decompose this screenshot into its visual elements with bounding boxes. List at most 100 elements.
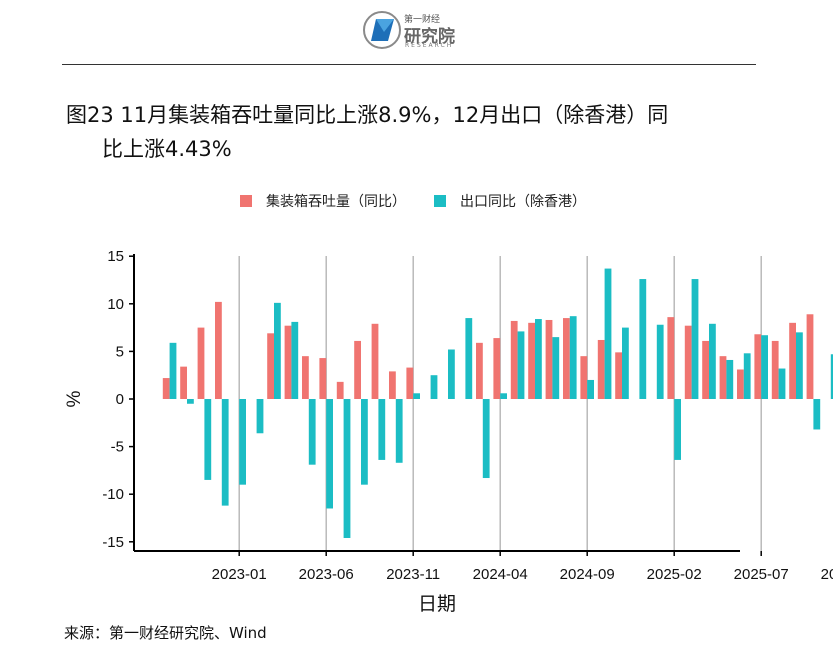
source-note: 来源：第一财经研究院、Wind — [64, 624, 267, 642]
legend-item-series2: 出口同比（除香港） — [434, 191, 586, 211]
x-tick-label: 2023-11 — [386, 566, 440, 583]
bar-throughput-2025-03 — [684, 325, 692, 399]
bar-throughput-2024-03 — [476, 342, 483, 399]
bar-export-2024-04 — [500, 393, 507, 399]
bar-export-2022-11 — [204, 399, 212, 480]
bar-throughput-2025-08 — [771, 340, 779, 399]
bar-export-2025-05 — [726, 359, 734, 399]
bar-export-2024-06 — [535, 319, 542, 399]
x-tick-label: 2024-04 — [473, 566, 528, 583]
bar-throughput-2025-07 — [754, 334, 762, 399]
bar-throughput-2025-04 — [702, 340, 709, 399]
logo-emblem-icon — [363, 11, 401, 49]
bar-export-2022-09 — [169, 342, 177, 399]
bar-throughput-2022-09 — [162, 378, 170, 399]
bar-throughput-2024-08 — [563, 318, 570, 399]
bar-throughput-2022-11 — [197, 327, 205, 399]
bar-throughput-2023-05 — [302, 356, 309, 399]
bar-throughput-2024-06 — [528, 322, 535, 399]
bar-export-2023-10 — [395, 399, 403, 463]
bar-throughput-2022-12 — [215, 301, 222, 399]
bar-export-2025-08 — [778, 368, 786, 399]
bar-export-2023-12 — [430, 375, 438, 399]
bar-export-2024-11 — [622, 327, 629, 399]
logo-sub-text: RESEARCH — [405, 42, 454, 49]
bar-export-2024-01 — [448, 349, 455, 399]
bar-throughput-2025-10 — [806, 314, 814, 399]
x-tick-label: 2023-06 — [299, 566, 354, 583]
y-tick-label: -15 — [102, 534, 124, 551]
bar-export-2024-08 — [569, 316, 577, 399]
bar-export-2023-03 — [274, 302, 281, 399]
title-line-1: 图23 11月集装箱吞吐量同比上涨8.9%，12月出口（除香港）同 — [66, 103, 669, 127]
legend-swatch-series1 — [240, 195, 252, 207]
chart-title: 图23 11月集装箱吞吐量同比上涨8.9%，12月出口（除香港）同 比上涨4.4… — [66, 98, 766, 166]
y-tick-label: 15 — [107, 248, 124, 265]
y-tick-label: 0 — [116, 391, 124, 408]
bar-export-2023-04 — [291, 321, 299, 399]
bar-throughput-2024-09 — [580, 356, 588, 399]
bar-throughput-2023-09 — [371, 323, 379, 399]
bar-export-2024-12 — [639, 279, 647, 399]
bar-export-2023-06 — [326, 399, 333, 509]
research-logo: 第一财经 研究院 RESEARCH — [362, 8, 472, 52]
x-tick-label: 2025-07 — [734, 566, 789, 583]
bar-throughput-2025-06 — [737, 369, 744, 399]
x-axis-title: 日期 — [418, 593, 456, 615]
bar-export-2024-05 — [517, 331, 525, 399]
x-tick-label: 2025-02 — [647, 566, 702, 583]
bar-throughput-2023-08 — [354, 340, 361, 399]
bar-export-2023-11 — [413, 393, 420, 399]
legend-item-series1: 集装箱吞吐量（同比） — [240, 191, 406, 211]
bar-export-2023-02 — [256, 399, 264, 434]
bar-export-2024-07 — [552, 337, 560, 399]
bar-export-2025-09 — [796, 332, 803, 399]
bar-export-2025-03 — [691, 279, 699, 399]
y-tick-label: 10 — [107, 296, 124, 313]
y-tick-label: -10 — [102, 486, 124, 503]
bar-export-2025-04 — [709, 323, 716, 399]
bar-throughput-2022-10 — [180, 366, 187, 399]
bar-throughput-2024-05 — [510, 320, 518, 399]
bar-throughput-2023-03 — [267, 333, 274, 399]
bar-throughput-2023-04 — [284, 325, 292, 399]
bar-export-2025-02 — [674, 399, 681, 460]
bar-export-2023-01 — [239, 399, 246, 485]
title-line-2: 比上涨4.43% — [102, 137, 232, 161]
chart-legend: 集装箱吞吐量（同比） 出口同比（除香港） — [240, 191, 614, 211]
legend-swatch-series2 — [434, 195, 446, 207]
bar-export-2023-08 — [361, 399, 368, 485]
y-axis-title: % — [64, 390, 85, 407]
bar-throughput-2023-11 — [406, 367, 414, 399]
bar-throughput-2023-06 — [319, 358, 327, 399]
legend-label-series1: 集装箱吞吐量（同比） — [266, 194, 406, 210]
bar-export-2024-02 — [465, 318, 473, 399]
bar-throughput-2023-07 — [336, 381, 344, 399]
bar-throughput-2024-04 — [493, 338, 501, 399]
header-rule — [62, 64, 756, 65]
bar-export-2023-05 — [308, 399, 316, 465]
x-tick-label: 2023-01 — [212, 566, 267, 583]
x-tick-label: 2025-12 — [821, 566, 833, 583]
bar-export-2025-07 — [761, 335, 768, 399]
bar-export-2025-06 — [743, 353, 751, 399]
logo-top-text: 第一财经 — [404, 15, 441, 25]
bar-export-2025-10 — [813, 399, 821, 430]
bar-throughput-2024-10 — [597, 339, 605, 399]
bar-throughput-2025-05 — [719, 356, 727, 399]
bar-throughput-2025-02 — [667, 317, 675, 399]
bar-throughput-2024-07 — [545, 319, 553, 399]
y-tick-label: -5 — [111, 439, 124, 456]
bar-throughput-2024-11 — [615, 352, 622, 399]
bar-export-2022-12 — [221, 399, 229, 506]
bar-throughput-2023-10 — [389, 371, 396, 399]
bar-export-2025-11 — [830, 354, 833, 399]
x-tick-label: 2024-09 — [560, 566, 615, 583]
bar-export-2024-09 — [587, 379, 594, 399]
bar-export-2024-10 — [604, 268, 612, 399]
bar-export-2023-07 — [343, 399, 351, 538]
bar-export-2023-09 — [378, 399, 386, 460]
bar-throughput-2025-09 — [789, 322, 796, 399]
bar-export-2024-03 — [482, 399, 490, 479]
